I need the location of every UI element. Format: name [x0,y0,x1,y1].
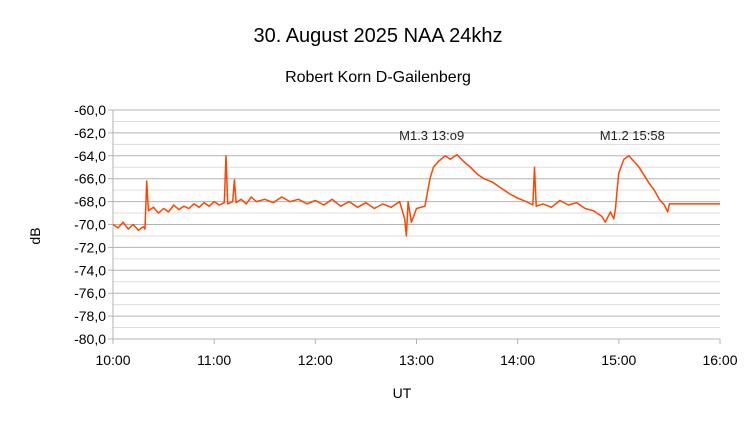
x-axis-label: UT [393,385,412,401]
x-tick-label: 15:00 [601,352,636,368]
x-tick-label: 14:00 [500,352,535,368]
y-tick-label: -64,0 [74,148,106,164]
series-line [112,153,720,237]
chart-subtitle: Robert Korn D-Gailenberg [285,69,471,86]
x-tick-label: 12:00 [298,352,333,368]
x-tick-label: 10:00 [95,352,130,368]
chart-title: 30. August 2025 NAA 24khz [253,25,502,47]
annotation: M1.2 15:58 [600,128,665,143]
y-tick-label: -72,0 [74,239,106,255]
y-tick-label: -80,0 [74,331,106,347]
annotation: M1.3 13:o9 [399,128,464,143]
y-axis-label: dB [27,227,43,244]
y-tick-label: -74,0 [74,262,106,278]
y-tick-label: -78,0 [74,308,106,324]
y-tick-label: -76,0 [74,285,106,301]
y-tick-label: -68,0 [74,194,106,210]
y-tick-label: -70,0 [74,217,106,233]
y-tick-label: -60,0 [74,102,106,118]
x-tick-label: 11:00 [197,352,231,368]
x-tick-label: 13:00 [399,352,434,368]
x-tick-label: 16:00 [702,352,737,368]
y-tick-label: -66,0 [74,171,106,187]
y-tick-label: -62,0 [74,125,106,141]
